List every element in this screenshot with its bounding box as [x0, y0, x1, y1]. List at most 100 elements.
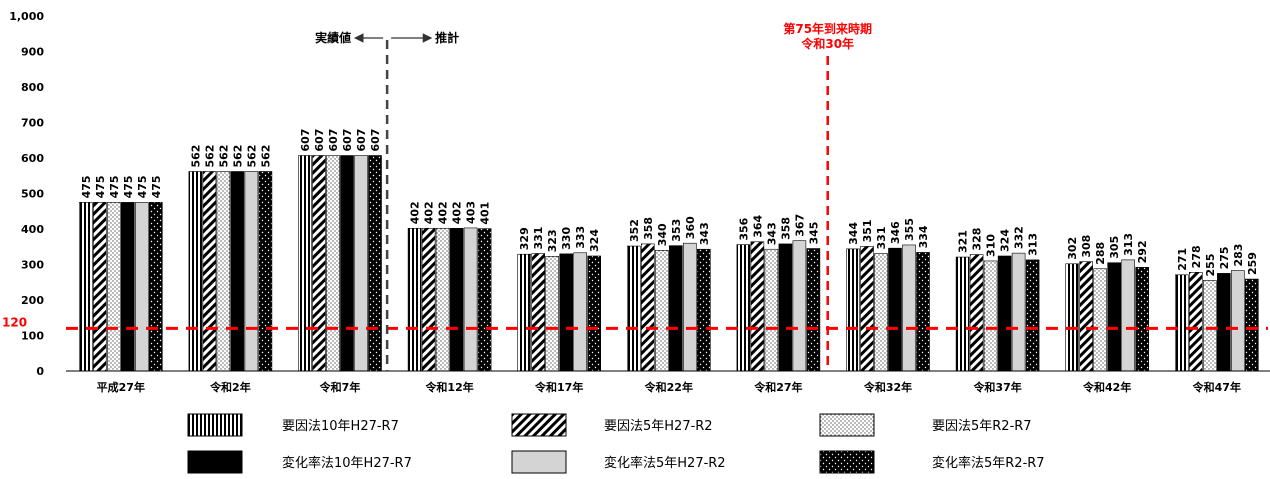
data-label: 562 — [231, 145, 244, 168]
data-label: 403 — [465, 201, 478, 224]
bar — [421, 227, 436, 372]
bar — [1065, 263, 1079, 372]
forecast-label: 推計 — [435, 30, 459, 45]
bar — [902, 244, 916, 372]
bar — [764, 248, 779, 372]
bar — [531, 253, 546, 372]
bar — [654, 250, 669, 372]
x-tick-label: 令和47年 — [1192, 380, 1241, 394]
data-label: 562 — [203, 145, 216, 168]
data-label: 367 — [793, 214, 806, 237]
data-label: 401 — [479, 202, 492, 225]
bar — [969, 254, 984, 372]
data-label: 475 — [80, 175, 93, 198]
y-tick-label: 1,000 — [9, 10, 44, 23]
data-label: 328 — [971, 228, 984, 251]
data-label: 340 — [656, 223, 669, 246]
bar — [1189, 272, 1203, 372]
bar — [1231, 270, 1245, 372]
legend-label: 要因法10年H27-R7 — [282, 419, 399, 434]
bar — [545, 256, 560, 372]
data-label: 562 — [259, 145, 272, 168]
x-tick-label: 令和17年 — [534, 380, 583, 394]
data-label: 360 — [684, 216, 697, 239]
data-label: 333 — [574, 226, 587, 249]
data-label: 358 — [642, 217, 655, 240]
bar — [463, 227, 478, 372]
bar — [640, 243, 655, 372]
y-tick-label: 400 — [21, 223, 44, 236]
data-label: 607 — [313, 129, 326, 152]
bars-group — [79, 155, 1259, 372]
data-label: 302 — [1066, 237, 1079, 260]
data-label: 330 — [560, 227, 573, 250]
data-label: 475 — [108, 175, 121, 198]
bar — [997, 255, 1012, 372]
bar — [806, 248, 821, 372]
bar — [258, 171, 273, 372]
bar — [298, 155, 312, 372]
data-label: 313 — [1122, 233, 1135, 256]
bar — [1217, 273, 1231, 372]
data-label: 275 — [1218, 246, 1231, 269]
data-label: 329 — [518, 227, 531, 250]
data-label: 332 — [1013, 226, 1026, 249]
bar — [792, 240, 807, 372]
reference-line-label: 120 — [2, 315, 27, 329]
data-label: 475 — [94, 175, 107, 198]
data-label: 283 — [1232, 244, 1245, 267]
bar — [1079, 261, 1093, 372]
bar — [1121, 259, 1135, 372]
y-tick-label: 500 — [21, 188, 44, 201]
bar — [955, 256, 970, 372]
x-tick-label: 令和22年 — [644, 380, 693, 394]
data-label: 343 — [698, 222, 711, 245]
data-label: 324 — [588, 229, 601, 252]
bar — [668, 245, 683, 372]
data-label: 562 — [245, 145, 258, 168]
bar — [1093, 268, 1107, 372]
y-tick-label: 300 — [21, 259, 44, 272]
y-tick-label: 200 — [21, 294, 44, 307]
data-label: 255 — [1204, 254, 1217, 277]
data-label: 313 — [1027, 233, 1040, 256]
bar — [477, 228, 492, 372]
data-label: 355 — [903, 218, 916, 241]
x-axis: 平成27年 令和2年 令和7年 令和12年 令和17年 令和22年 令和27年 令和32年 令和… — [66, 370, 1270, 394]
data-label: 351 — [861, 219, 874, 242]
bar — [1135, 267, 1149, 372]
data-label: 475 — [150, 175, 163, 198]
bar — [230, 171, 245, 372]
bar — [1107, 262, 1121, 372]
bar — [778, 243, 793, 372]
bar — [202, 171, 217, 372]
legend-label: 変化率法5年R2-R7 — [932, 455, 1045, 471]
x-tick-label: 令和12年 — [424, 380, 473, 394]
bar — [1025, 259, 1040, 372]
bar — [326, 155, 340, 372]
legend-swatch — [511, 413, 567, 437]
bar — [93, 202, 107, 372]
bar — [354, 155, 368, 372]
data-label: 292 — [1136, 240, 1149, 263]
bar — [149, 202, 163, 372]
data-label: 346 — [889, 221, 902, 244]
bar — [1245, 278, 1259, 372]
data-label: 402 — [451, 201, 464, 224]
data-label: 353 — [670, 219, 683, 242]
data-label: 607 — [341, 129, 354, 152]
bar — [696, 248, 711, 372]
y-tick-label: 800 — [21, 81, 44, 94]
data-label: 607 — [327, 129, 340, 152]
legend-label: 要因法5年R2-R7 — [932, 419, 1032, 434]
data-label: 334 — [917, 225, 930, 248]
data-label: 358 — [779, 217, 792, 240]
bar — [874, 253, 888, 372]
legend-label: 変化率法5年H27-R2 — [604, 455, 726, 471]
bar — [216, 171, 231, 372]
legend-label: 変化率法10年H27-R7 — [282, 455, 412, 471]
bar — [79, 202, 93, 372]
bar — [517, 253, 532, 372]
